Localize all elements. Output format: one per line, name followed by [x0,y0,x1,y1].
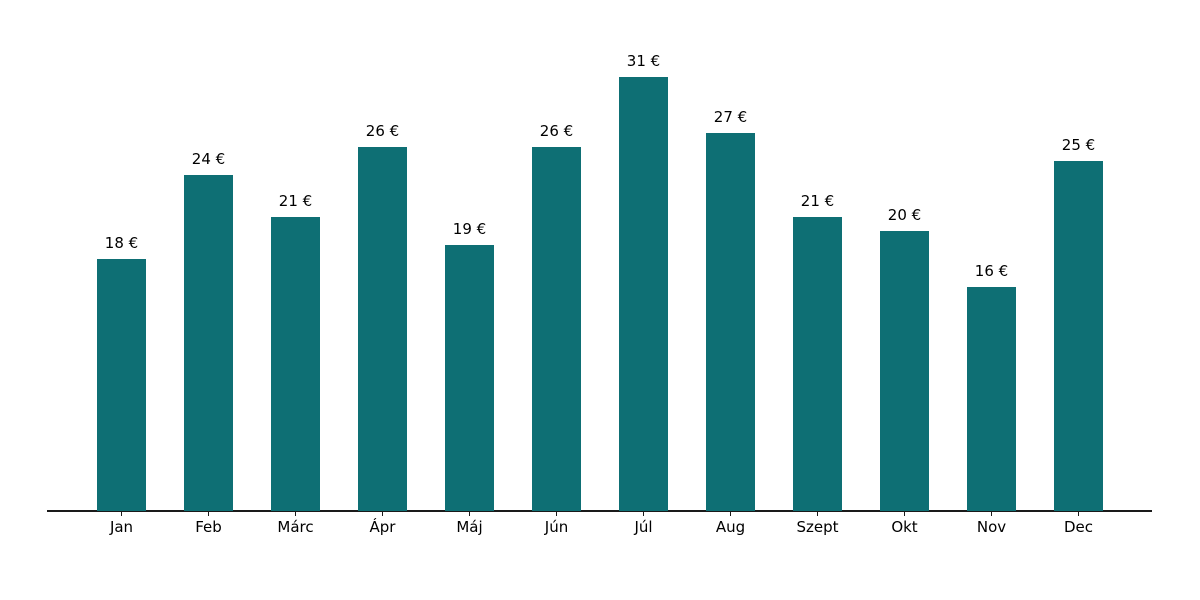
x-axis-tick [120,511,123,516]
x-axis-label: Szept [796,518,839,536]
bar [706,133,755,511]
bar-value-label: 24 € [191,150,226,168]
x-axis-label: Ápr [369,518,396,536]
bar-value-label: 21 € [278,192,313,210]
x-axis-tick [207,511,210,516]
bar [358,147,407,511]
bar-value-label: 25 € [1061,136,1096,154]
bar [445,245,494,511]
bar [1054,161,1103,511]
x-axis-label: Máj [456,518,483,536]
x-axis-label: Márc [277,518,314,536]
bar [532,147,581,511]
bar [271,217,320,511]
x-axis-tick [729,511,732,516]
bar [793,217,842,511]
bar-value-label: 19 € [452,220,487,238]
x-axis-tick [381,511,384,516]
bar [880,231,929,511]
x-axis-tick [294,511,297,516]
x-axis-tick [990,511,993,516]
bar-value-label: 27 € [713,108,748,126]
x-axis-label: Aug [715,518,746,536]
bar-value-label: 21 € [800,192,835,210]
x-axis-label: Nov [976,518,1007,536]
x-axis-label: Dec [1063,518,1094,536]
bar-value-label: 20 € [887,206,922,224]
bar-value-label: 31 € [626,52,661,70]
x-axis-tick [1077,511,1080,516]
x-axis-tick [642,511,645,516]
bar [619,77,668,511]
x-axis-label: Feb [195,518,222,536]
x-axis-tick [903,511,906,516]
bar-value-label: 18 € [104,234,139,252]
bar [967,287,1016,511]
x-axis-label: Júl [634,518,653,536]
x-axis-line [47,510,1152,512]
x-axis-label: Jan [109,518,134,536]
bar [97,259,146,511]
bar-value-label: 26 € [539,122,574,140]
x-axis-label: Jún [544,518,569,536]
x-axis-label: Okt [891,518,918,536]
bar-value-label: 26 € [365,122,400,140]
bar [184,175,233,511]
bar-value-label: 16 € [974,262,1009,280]
x-axis-tick [555,511,558,516]
x-axis-tick [816,511,819,516]
x-axis-tick [468,511,471,516]
